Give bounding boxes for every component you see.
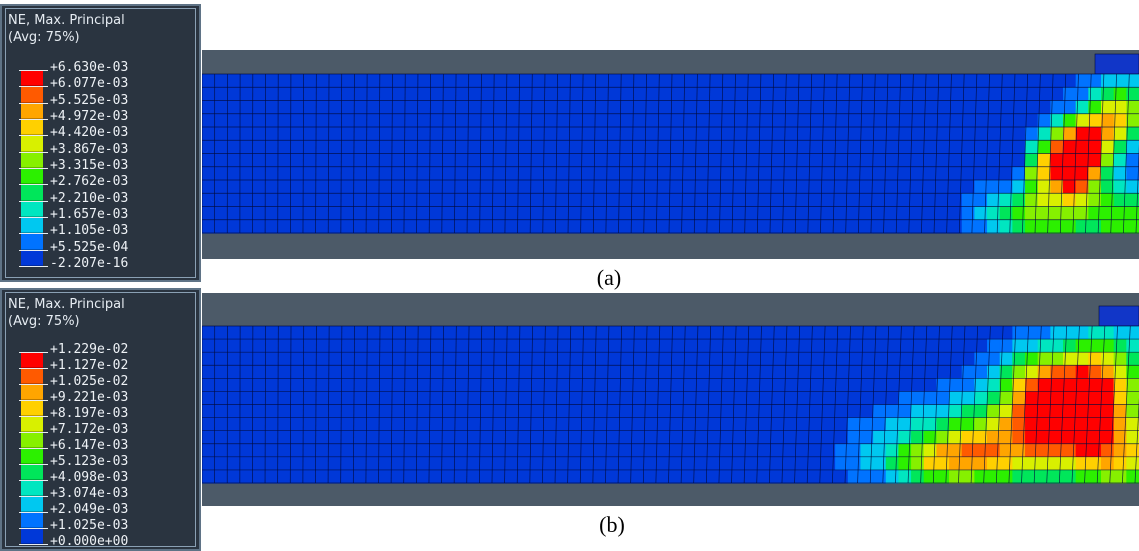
- legend-subtitle: (Avg: 75%): [8, 314, 80, 329]
- legend-tick: [19, 528, 48, 529]
- panel-caption-b: (b): [599, 512, 625, 537]
- legend-tick: [19, 135, 48, 137]
- legend-value: +5.123e-03: [50, 454, 129, 469]
- mesh-grid: [202, 325, 1139, 484]
- color-swatch: [21, 216, 43, 234]
- color-swatch: [21, 167, 43, 185]
- legend-value: +1.229e-02: [50, 342, 129, 357]
- legend-tick: [19, 496, 48, 497]
- legend-value: +4.972e-03: [50, 109, 129, 124]
- legend-tick: [19, 416, 48, 417]
- legend-tick: [19, 217, 48, 218]
- legend-tick: [19, 352, 48, 353]
- legend-value: +7.172e-03: [50, 422, 129, 437]
- legend-tick: [19, 168, 48, 169]
- color-swatch: [21, 528, 43, 544]
- loading-plate: [1098, 305, 1139, 327]
- legend-tick: [19, 400, 48, 401]
- color-swatch: [21, 118, 43, 136]
- color-swatch: [21, 233, 43, 250]
- color-swatch: [21, 480, 43, 496]
- legend-value: +2.049e-03: [50, 502, 129, 517]
- legend-value: +0.000e+00: [50, 534, 129, 549]
- color-swatch: [21, 70, 43, 87]
- color-swatch: [21, 184, 43, 201]
- color-swatch: [21, 368, 43, 384]
- mesh-svg: [202, 53, 1139, 234]
- color-scale-bar: [21, 352, 43, 544]
- legend-value: +3.315e-03: [50, 158, 129, 173]
- legend-value: +5.525e-03: [50, 92, 129, 108]
- color-swatch: [21, 249, 43, 266]
- legend-panel-b: NE, Max. Principal (Avg: 75%) +1.229e-02…: [0, 288, 201, 551]
- legend-tick: [19, 151, 48, 153]
- legend-value: -2.207e-16: [50, 256, 129, 271]
- color-swatch: [21, 416, 43, 432]
- legend-panel-a: NE, Max. Principal (Avg: 75%) +6.630e-03…: [0, 4, 201, 282]
- panel-caption-a: (a): [596, 265, 622, 290]
- legend-tick: [19, 70, 48, 71]
- color-swatch: [21, 496, 43, 512]
- color-swatch: [21, 464, 43, 480]
- color-swatch: [21, 102, 43, 119]
- legend-tick: [19, 384, 48, 385]
- legend-title: NE, Max. Principal: [8, 297, 125, 312]
- legend-value: +4.420e-03: [50, 125, 129, 141]
- legend-value: +3.867e-03: [50, 141, 129, 157]
- legend-value: +5.525e-04: [50, 239, 129, 255]
- fe-contour-plot-a: [202, 50, 1139, 259]
- mesh-svg: [202, 305, 1139, 484]
- color-swatch: [21, 151, 43, 168]
- color-swatch: [21, 86, 43, 103]
- legend-tick: [19, 249, 48, 251]
- legend-value: +1.025e-02: [50, 374, 129, 389]
- legend-value: +1.657e-03: [50, 207, 129, 222]
- color-swatch: [21, 448, 43, 464]
- color-swatch: [21, 512, 43, 528]
- loading-plate: [1094, 53, 1139, 75]
- legend-tick: [19, 544, 48, 545]
- color-scale-bar: [21, 70, 43, 266]
- legend-value: +1.127e-02: [50, 358, 129, 373]
- legend-value: +6.077e-03: [50, 76, 129, 92]
- legend-tick: [19, 119, 48, 120]
- legend-tick: [19, 233, 48, 235]
- legend-tick: [19, 200, 48, 202]
- legend-value: +3.074e-03: [50, 486, 129, 501]
- legend-subtitle: (Avg: 75%): [8, 30, 80, 45]
- legend-tick: [19, 102, 48, 104]
- fe-contour-plot-b: [202, 293, 1139, 506]
- legend-value: +4.098e-03: [50, 470, 129, 485]
- legend-value: +6.147e-03: [50, 438, 129, 453]
- legend-tick: [19, 432, 48, 433]
- legend-title: NE, Max. Principal: [8, 13, 125, 28]
- color-swatch: [21, 135, 43, 152]
- color-swatch: [21, 352, 43, 368]
- legend-tick: [19, 512, 48, 513]
- legend-tick: [19, 184, 48, 186]
- legend-value: +1.105e-03: [50, 223, 129, 239]
- legend-tick: [19, 266, 48, 267]
- color-swatch: [21, 200, 43, 217]
- legend-value: +2.210e-03: [50, 190, 129, 206]
- contour-field: [202, 326, 1139, 484]
- legend-tick: [19, 448, 48, 449]
- color-swatch: [21, 432, 43, 448]
- color-swatch: [21, 400, 43, 416]
- legend-value: +1.025e-03: [50, 518, 129, 533]
- legend-value: +8.197e-03: [50, 406, 129, 421]
- legend-value: +6.630e-03: [50, 60, 129, 75]
- legend-tick: [19, 86, 48, 88]
- contour-field: [202, 74, 1139, 234]
- legend-tick: [19, 368, 48, 369]
- color-swatch: [21, 384, 43, 400]
- legend-tick: [19, 464, 48, 465]
- legend-tick: [19, 480, 48, 481]
- legend-value: +2.762e-03: [50, 174, 129, 190]
- legend-value: +9.221e-03: [50, 390, 129, 405]
- mesh-grid: [202, 73, 1139, 234]
